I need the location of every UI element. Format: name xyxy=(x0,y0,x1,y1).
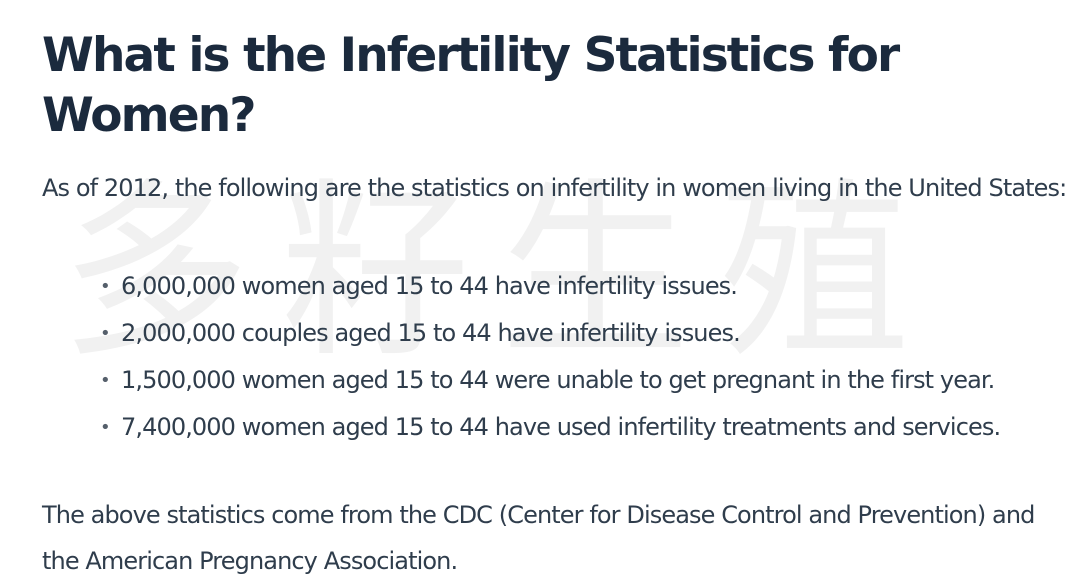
list-item: • 7,400,000 women aged 15 to 44 have use… xyxy=(97,404,1072,451)
page-title: What is the Infertility Statistics for W… xyxy=(42,28,900,143)
list-item-text: 1,500,000 women aged 15 to 44 were unabl… xyxy=(121,366,995,394)
list-item-text: 6,000,000 women aged 15 to 44 have infer… xyxy=(121,272,738,300)
source-paragraph: The above statistics come from the CDC (… xyxy=(42,501,1035,575)
watermark-text: 多籽生殖 xyxy=(60,162,941,383)
bullet-icon: • xyxy=(100,323,111,344)
intro-paragraph: As of 2012, the following are the statis… xyxy=(42,174,1067,202)
statistics-list: • 6,000,000 women aged 15 to 44 have inf… xyxy=(42,263,1072,451)
list-item: • 1,500,000 women aged 15 to 44 were una… xyxy=(97,357,1072,404)
list-item-text: 7,400,000 women aged 15 to 44 have used … xyxy=(121,413,1001,441)
list-item: • 2,000,000 couples aged 15 to 44 have i… xyxy=(97,310,1072,357)
bullet-icon: • xyxy=(100,417,111,438)
bullet-icon: • xyxy=(100,370,111,391)
bullet-icon: • xyxy=(100,276,111,297)
list-item: • 6,000,000 women aged 15 to 44 have inf… xyxy=(97,263,1072,310)
list-item-text: 2,000,000 couples aged 15 to 44 have inf… xyxy=(121,319,741,347)
